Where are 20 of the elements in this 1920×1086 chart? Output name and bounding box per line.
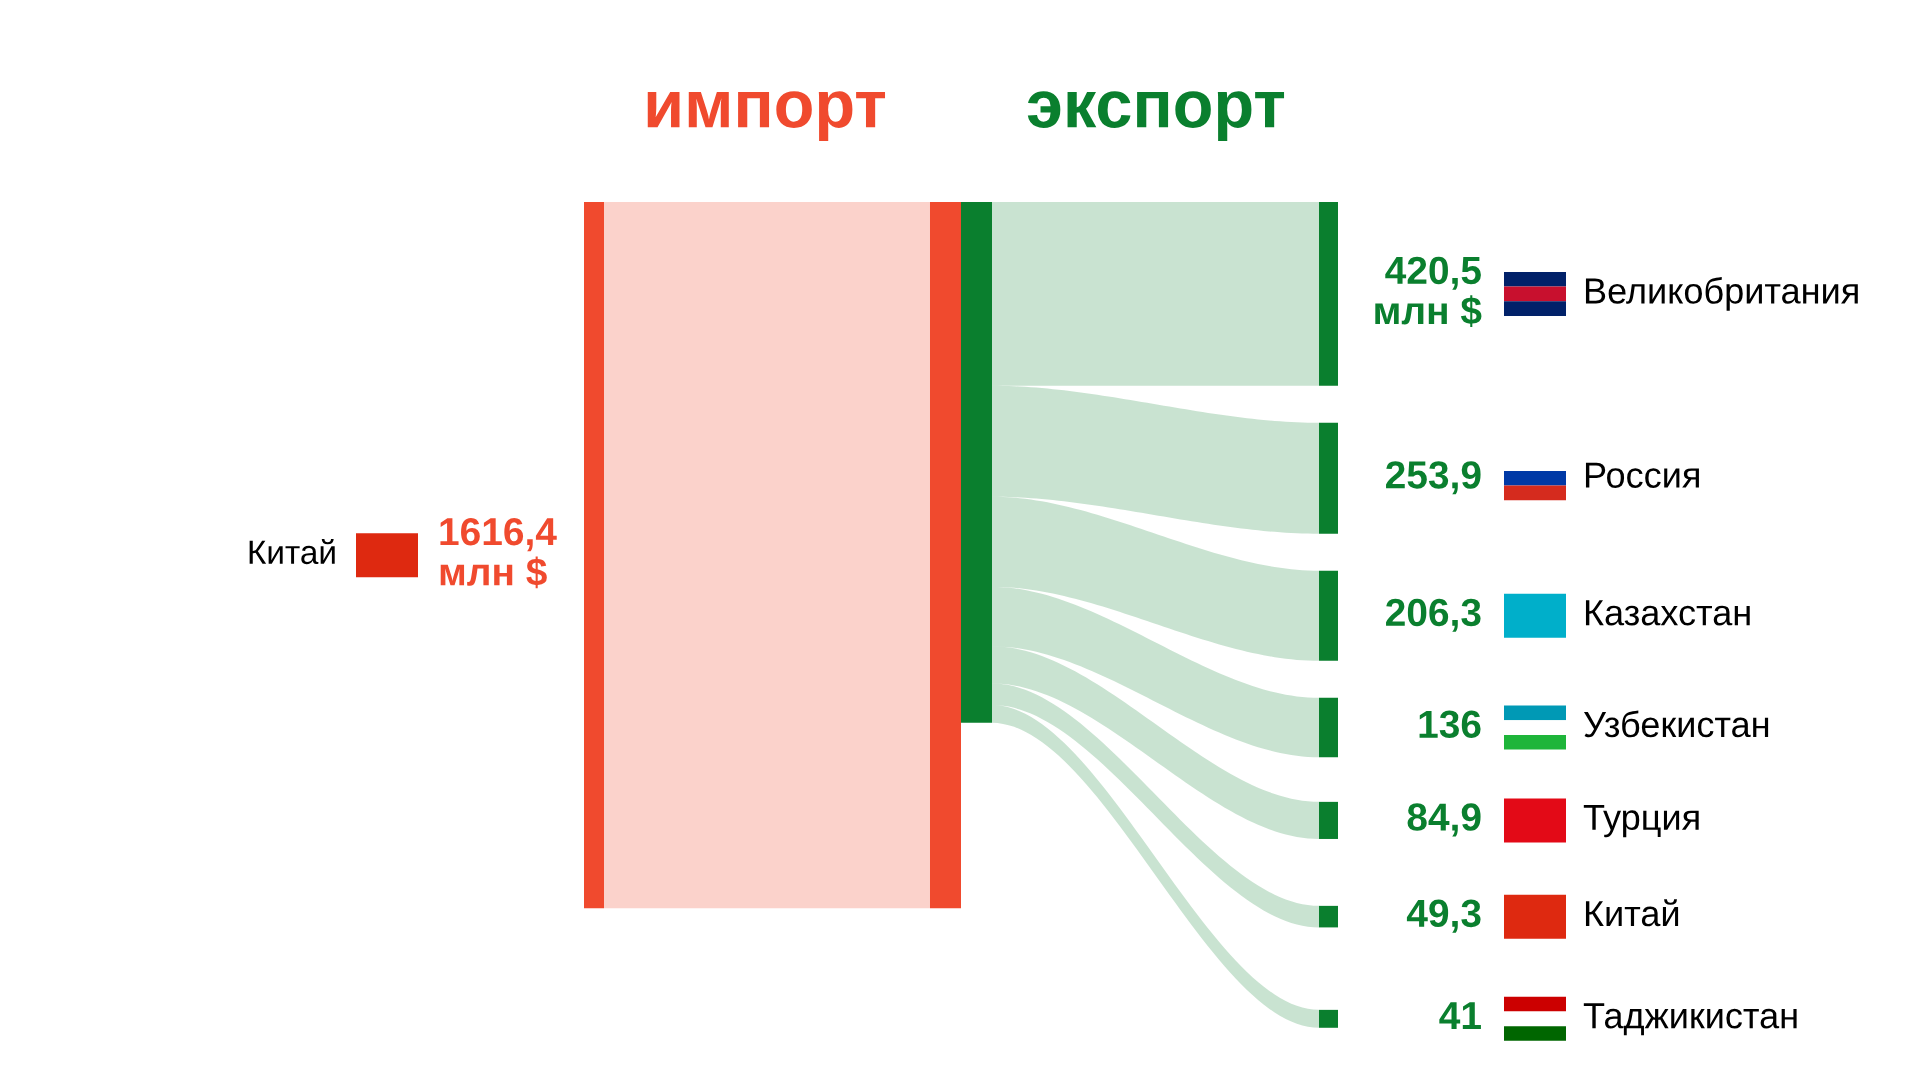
data-label: 49,3 [1406, 899, 1481, 933]
category-label: Китай [249, 539, 335, 565]
category-label: Узбекистан [1583, 710, 1769, 738]
data-label: 420,5 [1385, 256, 1481, 290]
category-label: Таджикистан [1583, 1003, 1797, 1036]
data-label: 136 [1419, 710, 1481, 739]
text: млн $ [440, 556, 547, 589]
category-label: Россия [1585, 462, 1699, 488]
text: млн $ [1375, 295, 1482, 327]
category-label: Турция [1583, 804, 1699, 838]
data-label: 1616,4 [440, 517, 557, 552]
data-label: 206,3 [1386, 598, 1481, 632]
legend-label: импорт [647, 91, 886, 142]
category-label: Великобритания [1585, 276, 1858, 311]
legend-label: экспорт [1027, 91, 1285, 142]
category-label: Казахстан [1585, 600, 1750, 626]
data-label: 41 [1439, 1002, 1481, 1029]
data-label: 253,9 [1386, 461, 1481, 495]
category-label: Китай [1585, 899, 1679, 927]
data-label: 84,9 [1407, 803, 1481, 837]
